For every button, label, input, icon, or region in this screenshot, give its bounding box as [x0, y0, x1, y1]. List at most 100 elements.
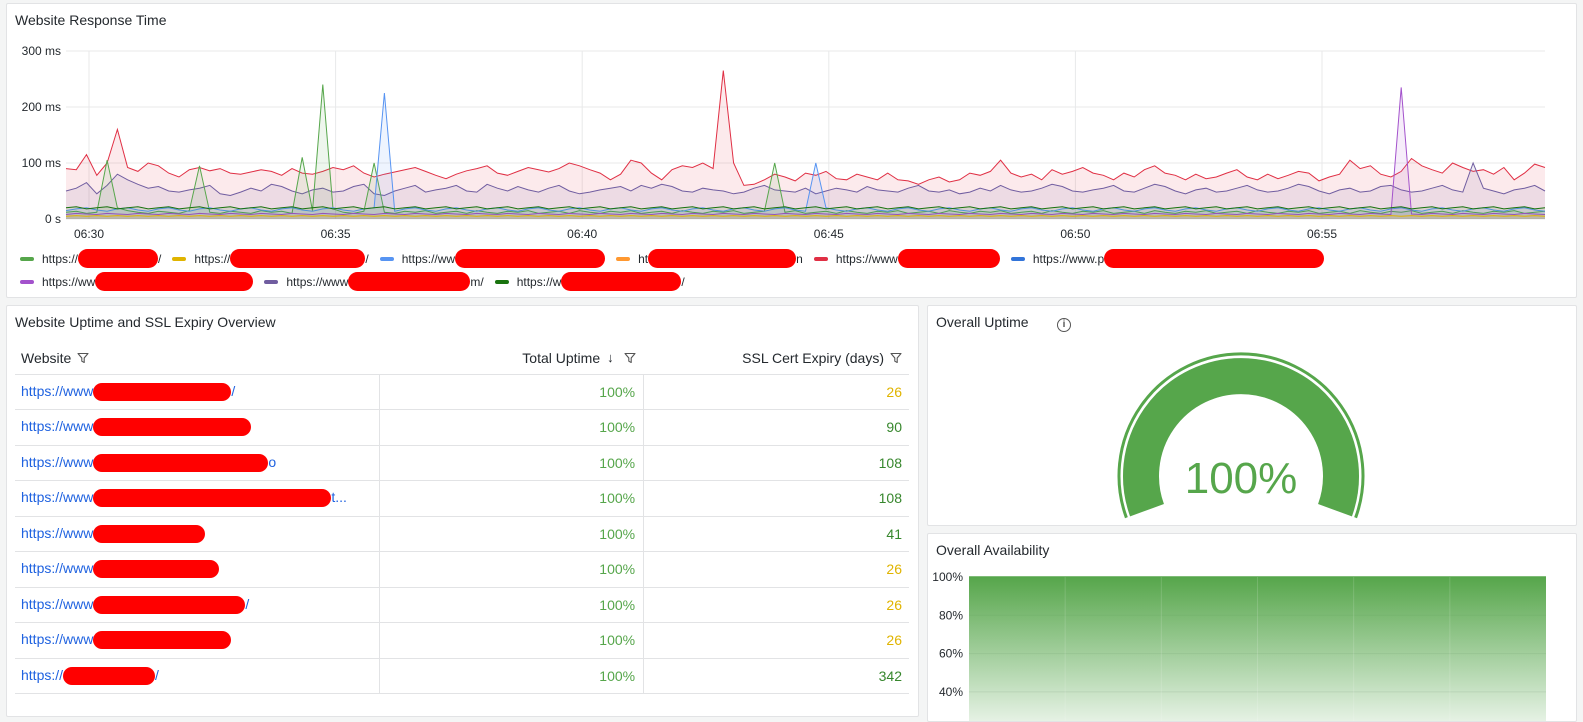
ssl-expiry-cell: 41 — [643, 516, 909, 552]
table-row: https:// / 100% 342 — [15, 658, 909, 694]
redaction-mark — [348, 272, 471, 291]
website-link[interactable]: https://www — [21, 524, 94, 541]
response-time-chart: 0 s 100 ms 200 ms 300 ms 06:30 06:35 06:40 06:4… — [22, 44, 1546, 241]
website-link-tail[interactable]: / — [155, 666, 159, 683]
website-link-tail[interactable]: / — [245, 595, 250, 612]
legend-label: https:// — [42, 251, 79, 266]
x-tick-label: 06:35 — [321, 227, 351, 241]
x-tick-label: 06:55 — [1307, 227, 1337, 241]
website-link[interactable]: https://www — [21, 560, 94, 577]
uptime-ssl-table: Website Total Uptime ↓ SSL Cert Expiry (… — [15, 342, 909, 694]
website-link[interactable]: https://www — [21, 382, 94, 399]
availability-chart: 100% 80% 60% 40% — [932, 570, 1546, 721]
website-link-tail[interactable]: o — [268, 453, 277, 470]
legend-item[interactable]: https://ww — [379, 249, 606, 268]
uptime-cell: 100% — [379, 622, 645, 659]
legend-swatch — [1010, 256, 1025, 261]
redaction-mark — [93, 595, 246, 614]
legend-label: ht — [638, 251, 649, 266]
uptime-cell: 100% — [379, 374, 645, 410]
redaction-mark — [1104, 249, 1325, 268]
y-tick-label: 300 ms — [22, 44, 61, 58]
redaction-mark — [230, 249, 366, 268]
series-area — [66, 87, 1545, 220]
y-tick-label: 60% — [939, 647, 963, 661]
website-cell[interactable]: https://www — [15, 551, 380, 588]
overall-availability-panel: Overall Availability 100% 80% 60% 40% — [927, 533, 1577, 722]
table-row: https://www / 100% 26 — [15, 587, 909, 623]
website-cell[interactable]: https://www o — [15, 445, 380, 481]
website-link[interactable]: https://www — [21, 489, 94, 506]
filter-icon[interactable] — [77, 352, 89, 364]
series-area — [66, 163, 1545, 219]
website-cell[interactable]: https://www — [15, 516, 380, 552]
response-time-panel: Website Response Time 0 s 100 ms 200 ms 300… — [6, 3, 1577, 298]
website-link[interactable]: https://www — [21, 418, 94, 435]
filter-icon[interactable] — [890, 352, 902, 364]
redaction-mark — [93, 631, 232, 650]
redaction-mark — [93, 418, 252, 437]
ssl-expiry-cell: 26 — [643, 551, 909, 588]
x-tick-label: 06:40 — [567, 227, 597, 241]
uptime-cell: 100% — [379, 409, 645, 446]
redaction-mark — [93, 453, 269, 472]
availability-title: Overall Availability — [936, 542, 1050, 558]
legend-item[interactable]: https:// / — [172, 249, 369, 268]
legend-label: https://w — [516, 274, 562, 289]
legend-item[interactable]: https://www.p — [1010, 249, 1325, 268]
website-cell[interactable]: https://www — [15, 622, 380, 659]
column-header-uptime[interactable]: Total Uptime ↓ — [379, 342, 644, 375]
website-link-tail[interactable]: / — [231, 382, 236, 399]
y-tick-label: 100% — [932, 570, 963, 584]
response-time-title: Website Response Time — [15, 12, 167, 28]
sort-descending-icon[interactable]: ↓ — [607, 350, 614, 366]
legend-item[interactable]: https://w / — [494, 272, 685, 291]
redaction-mark — [897, 249, 1000, 268]
legend-item[interactable]: ht n — [616, 249, 803, 268]
legend-label-suffix: / — [681, 274, 685, 289]
uptime-gauge: 100% — [1117, 352, 1365, 519]
website-link[interactable]: https://www — [21, 595, 94, 612]
column-header-website[interactable]: Website — [15, 342, 380, 375]
y-tick-label: 80% — [939, 608, 963, 622]
uptime-cell: 100% — [379, 587, 645, 623]
legend-swatch — [616, 256, 631, 261]
legend-label: https://www.p — [1032, 251, 1105, 266]
series-area — [66, 70, 1545, 219]
legend-label: https://www — [286, 274, 349, 289]
legend-label: https://ww — [42, 274, 96, 289]
redaction-mark — [648, 249, 797, 268]
series-line — [65, 92, 1546, 212]
response-time-legend: https:// / https:// / https://ww ht n https://w… — [20, 247, 1340, 293]
info-icon[interactable]: i — [1057, 318, 1071, 332]
column-header-ssl[interactable]: SSL Cert Expiry (days) — [643, 342, 909, 375]
website-cell[interactable]: https://www t... — [15, 480, 380, 517]
redaction-mark — [95, 272, 254, 291]
legend-label-suffix: / — [365, 251, 369, 266]
legend-row: https:// / https:// / https://ww ht n https://w… — [20, 247, 1340, 270]
series-line — [65, 206, 1546, 210]
overall-uptime-panel: Overall Uptime i 100% — [927, 305, 1577, 526]
website-link[interactable]: https://www — [21, 631, 94, 648]
filter-icon[interactable] — [624, 352, 636, 364]
uptime-ssl-table-panel: Website Uptime and SSL Expiry Overview W… — [6, 305, 919, 717]
website-cell[interactable]: https://www / — [15, 374, 380, 410]
legend-item[interactable]: https://ww — [20, 272, 254, 291]
series-line — [65, 70, 1546, 186]
uptime-cell: 100% — [379, 658, 645, 694]
legend-item[interactable]: https://www — [813, 249, 1000, 268]
website-cell[interactable]: https://www — [15, 409, 380, 446]
ssl-expiry-cell: 26 — [643, 587, 909, 623]
website-cell[interactable]: https://www / — [15, 587, 380, 623]
table-row: https://www 100% 41 — [15, 516, 909, 552]
website-link-tail[interactable]: t... — [331, 489, 347, 506]
availability-area — [969, 577, 1546, 721]
website-cell[interactable]: https:// / — [15, 658, 380, 694]
legend-swatch — [172, 256, 187, 261]
website-link[interactable]: https:// — [21, 666, 64, 683]
website-link[interactable]: https://www — [21, 453, 94, 470]
legend-label-suffix: m/ — [470, 274, 484, 289]
legend-item[interactable]: https://www m/ — [264, 272, 484, 291]
legend-item[interactable]: https:// / — [20, 249, 161, 268]
ssl-expiry-cell: 26 — [643, 374, 909, 410]
